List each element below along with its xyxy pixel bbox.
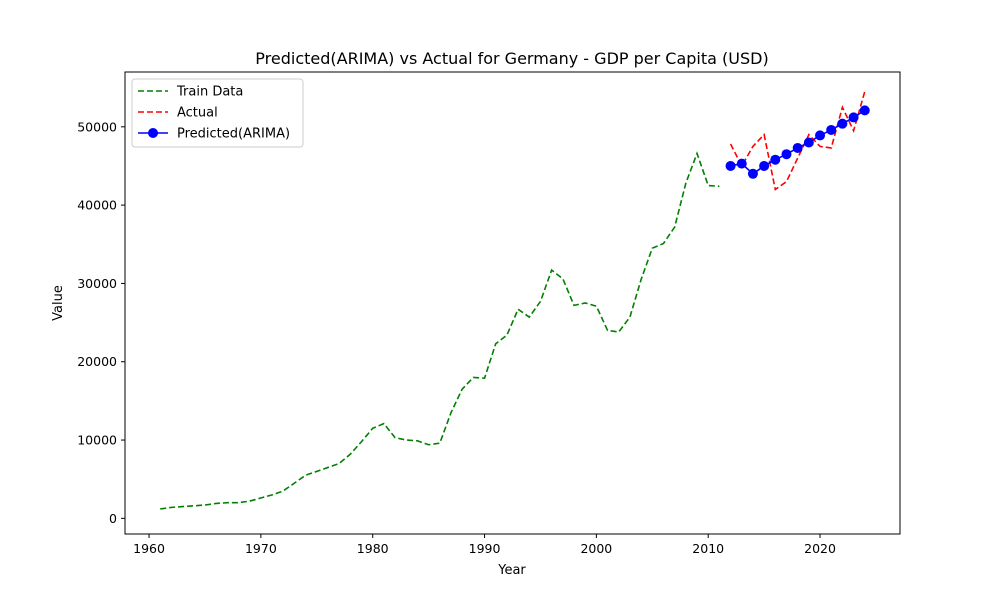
series-point [815, 130, 826, 141]
y-tick-label: 10000 [77, 433, 117, 448]
legend-marker [148, 128, 158, 138]
legend-box [131, 78, 304, 148]
x-tick-label: 1960 [133, 541, 165, 556]
series-point [759, 160, 770, 171]
chart-title: Predicted(ARIMA) vs Actual for Germany -… [255, 49, 768, 68]
y-axis: 0 10000 20000 30000 40000 50000 [77, 119, 125, 526]
y-tick-label: 40000 [77, 198, 117, 213]
series-point [792, 142, 803, 153]
series-point [736, 158, 747, 169]
x-tick-label: 1990 [469, 541, 501, 556]
series-point [725, 160, 736, 171]
y-tick-label: 20000 [77, 354, 117, 369]
x-tick-label: 2000 [580, 541, 612, 556]
x-tick-label: 2010 [692, 541, 724, 556]
series-point [837, 118, 848, 129]
x-axis: 1960 1970 1980 1990 2000 2010 2020 [133, 534, 836, 556]
x-tick-label: 1970 [245, 541, 277, 556]
y-axis-label: Value [51, 285, 66, 321]
series-layer [160, 91, 870, 510]
series-point [770, 154, 781, 165]
series-point [859, 105, 870, 116]
plot-area-frame [124, 71, 901, 535]
y-tick-label: 50000 [77, 119, 117, 134]
series-line-1 [729, 91, 866, 191]
series-point [781, 149, 792, 160]
series-line-0 [160, 151, 720, 510]
series-point [826, 124, 837, 135]
series-point [848, 112, 859, 123]
x-axis-label: Year [497, 563, 526, 578]
x-tick-label: 2020 [804, 541, 836, 556]
legend-label: Actual [177, 106, 218, 121]
legend-label: Predicted(ARIMA) [177, 127, 290, 142]
x-tick-label: 1980 [357, 541, 389, 556]
legend: Train Data Actual Predicted(ARIMA) [131, 78, 304, 148]
series-point [803, 137, 814, 148]
legend-label: Train Data [176, 85, 243, 100]
series-point [747, 168, 758, 179]
y-tick-label: 30000 [77, 276, 117, 291]
y-tick-label: 0 [109, 511, 117, 526]
